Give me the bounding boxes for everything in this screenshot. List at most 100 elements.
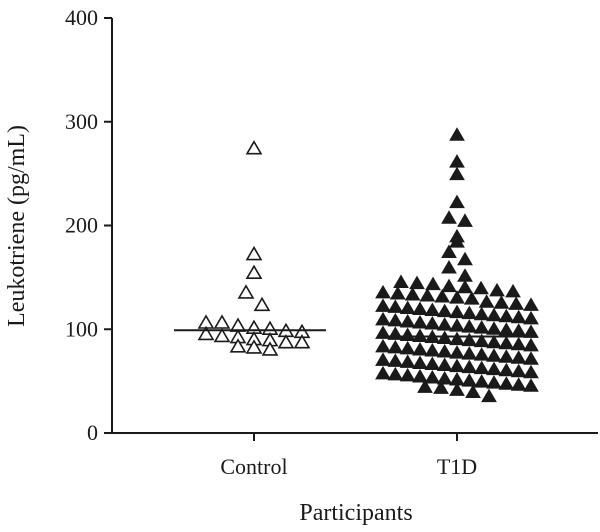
data-point-t1d <box>486 321 502 335</box>
data-point-t1d <box>473 306 490 321</box>
data-point-t1d <box>498 335 515 350</box>
data-point-t1d <box>436 357 453 372</box>
data-point-t1d <box>436 303 453 318</box>
data-point-t1d <box>436 344 453 358</box>
data-point-t1d <box>389 285 406 300</box>
data-point-t1d <box>399 354 416 368</box>
data-point-t1d <box>481 388 497 403</box>
data-point-t1d <box>449 127 465 141</box>
data-point-t1d <box>510 309 527 324</box>
data-point-t1d <box>399 327 416 341</box>
data-point-t1d <box>523 378 539 392</box>
data-point-t1d <box>463 291 480 305</box>
data-point-t1d <box>449 318 465 332</box>
data-point-t1d <box>424 369 441 384</box>
data-point-t1d <box>461 332 478 347</box>
data-point-control <box>197 325 215 341</box>
data-point-t1d <box>473 347 490 361</box>
data-point-t1d <box>387 312 404 327</box>
data-point-t1d <box>441 210 457 224</box>
y-tick-label: 0 <box>87 420 98 445</box>
x-axis-title: Participants <box>299 500 412 526</box>
data-point-control <box>237 284 255 299</box>
data-point-t1d <box>523 337 539 352</box>
data-point-t1d <box>523 310 539 325</box>
data-point-t1d <box>486 361 502 376</box>
data-point-t1d <box>449 290 465 304</box>
data-point-t1d <box>523 351 539 365</box>
data-point-t1d <box>441 278 457 293</box>
data-point-t1d <box>461 305 478 320</box>
data-point-t1d <box>387 339 404 354</box>
data-point-control <box>253 296 271 312</box>
x-tick-label: T1D <box>437 454 477 479</box>
data-point-t1d <box>461 359 478 374</box>
data-point-t1d <box>387 366 404 381</box>
data-point-t1d <box>449 358 465 373</box>
data-point-t1d <box>375 311 391 326</box>
y-axis-title: Leukotriene (pg/mL) <box>4 125 30 327</box>
data-point-t1d <box>457 213 473 227</box>
data-point-t1d <box>375 352 391 366</box>
data-point-control <box>213 327 231 343</box>
data-point-t1d <box>424 356 441 370</box>
data-point-t1d <box>486 307 502 322</box>
data-point-control <box>213 314 231 329</box>
data-point-t1d <box>399 313 416 328</box>
data-point-control <box>245 140 263 155</box>
y-tick-label: 200 <box>65 213 98 238</box>
data-point-t1d <box>465 384 481 398</box>
data-point-t1d <box>510 350 527 364</box>
data-point-t1d <box>498 349 515 363</box>
data-point-t1d <box>412 328 428 342</box>
data-point-t1d <box>449 345 465 359</box>
data-point-t1d <box>436 317 453 331</box>
data-point-t1d <box>510 377 527 391</box>
data-point-t1d <box>461 373 478 387</box>
data-point-t1d <box>449 304 465 319</box>
data-point-t1d <box>375 284 391 299</box>
plot-area <box>174 127 539 403</box>
data-point-t1d <box>387 299 404 313</box>
data-point-t1d <box>523 364 539 379</box>
data-point-t1d <box>489 282 505 297</box>
data-point-t1d <box>436 371 453 385</box>
data-point-t1d <box>449 194 465 209</box>
data-point-t1d <box>510 336 527 351</box>
data-point-t1d <box>523 297 539 311</box>
data-point-t1d <box>473 374 490 388</box>
data-point-t1d <box>387 353 404 367</box>
data-point-t1d <box>461 346 478 360</box>
data-point-t1d <box>433 380 449 394</box>
data-point-t1d <box>498 376 515 390</box>
data-point-t1d <box>473 360 490 375</box>
data-point-t1d <box>478 294 495 308</box>
data-point-t1d <box>412 301 428 315</box>
data-point-control <box>245 264 263 279</box>
data-point-t1d <box>436 330 453 345</box>
data-point-t1d <box>412 368 428 383</box>
data-point-t1d <box>424 302 441 317</box>
data-point-t1d <box>508 296 525 310</box>
data-point-t1d <box>409 275 425 290</box>
data-point-t1d <box>493 295 510 309</box>
data-point-t1d <box>399 300 416 314</box>
data-point-control <box>245 245 263 261</box>
data-point-t1d <box>399 340 416 355</box>
data-point-t1d <box>498 322 515 336</box>
data-point-t1d <box>375 298 391 312</box>
data-point-t1d <box>417 379 433 393</box>
data-point-t1d <box>412 341 428 356</box>
data-point-t1d <box>387 326 404 340</box>
data-point-t1d <box>375 325 391 339</box>
data-point-t1d <box>375 338 391 353</box>
data-point-control <box>229 338 247 353</box>
data-point-t1d <box>424 343 441 357</box>
data-point-t1d <box>510 363 527 378</box>
data-point-t1d <box>486 334 502 349</box>
data-point-t1d <box>449 234 465 248</box>
data-point-t1d <box>523 324 539 338</box>
data-point-control <box>293 334 311 349</box>
data-point-t1d <box>473 320 490 334</box>
